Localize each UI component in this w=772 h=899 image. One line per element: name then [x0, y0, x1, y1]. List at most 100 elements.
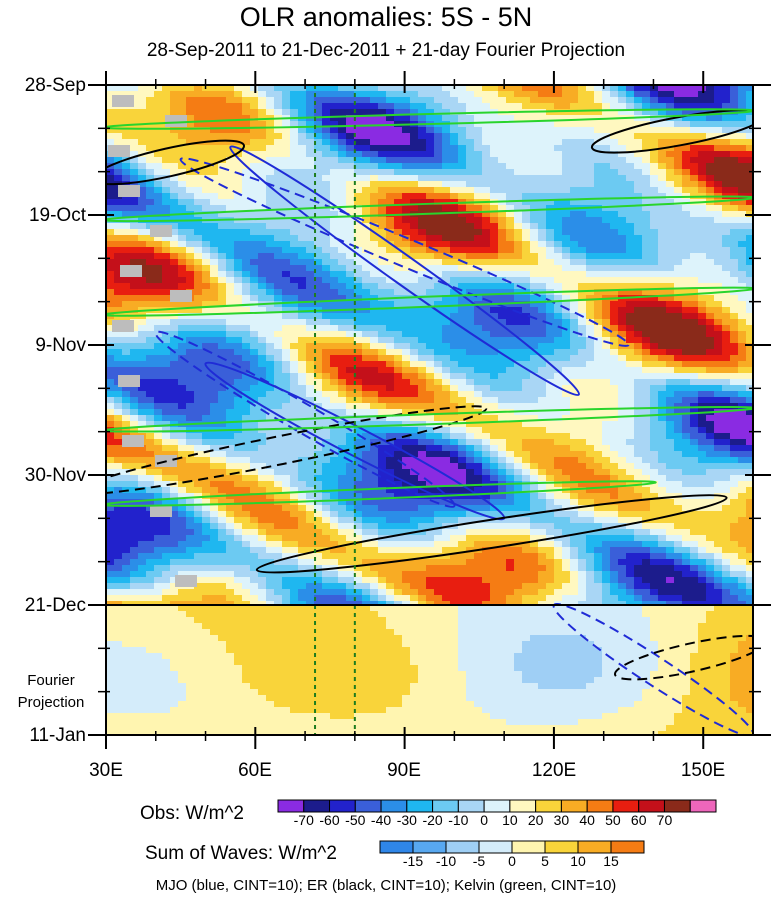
heat-cell: [330, 187, 339, 194]
heat-cell: [650, 121, 659, 128]
heat-cell: [146, 409, 155, 416]
heat-cell: [410, 217, 419, 224]
heat-cell: [714, 121, 723, 128]
heat-cell: [434, 325, 443, 332]
heat-cell: [458, 169, 467, 176]
heat-cell: [450, 151, 459, 158]
heat-cell: [290, 379, 299, 386]
heat-cell: [530, 247, 539, 254]
heat-cell: [730, 421, 739, 428]
heat-cell: [498, 415, 507, 422]
heat-cell: [314, 319, 323, 326]
heat-cell: [298, 157, 307, 164]
heat-cell: [458, 343, 467, 350]
heat-cell: [186, 271, 195, 278]
heat-cell: [562, 319, 571, 326]
heat-cell: [658, 277, 667, 284]
heat-cell: [706, 97, 715, 104]
heat-cell: [378, 133, 387, 140]
heat-cell: [226, 157, 235, 164]
heat-cell: [530, 313, 539, 320]
heat-cell: [634, 421, 643, 428]
heat-cell: [714, 313, 723, 320]
heat-cell: [594, 301, 603, 308]
heat-cell: [330, 403, 339, 410]
heat-cell: [538, 139, 547, 146]
heat-cell: [378, 433, 387, 440]
heat-cell: [522, 223, 531, 230]
heat-cell: [514, 253, 523, 260]
heat-cell: [482, 385, 491, 392]
heat-cell: [586, 151, 595, 158]
heat-cell: [322, 385, 331, 392]
heat-cell: [330, 103, 339, 110]
heat-cell: [378, 103, 387, 110]
heat-cell: [458, 289, 467, 296]
heat-cell: [194, 127, 203, 134]
heat-cell: [154, 187, 163, 194]
heat-cell: [242, 445, 251, 452]
heat-cell: [130, 295, 139, 302]
heat-cell: [162, 181, 171, 188]
heat-cell: [514, 403, 523, 410]
heat-cell: [554, 85, 563, 92]
heat-cell: [490, 193, 499, 200]
heat-cell: [522, 271, 531, 278]
heat-cell: [306, 85, 315, 92]
heat-cell: [266, 265, 275, 272]
heat-cell: [450, 397, 459, 404]
heat-cell: [250, 421, 259, 428]
heat-cell: [186, 127, 195, 134]
heat-cell: [138, 223, 147, 230]
heat-cell: [642, 289, 651, 296]
heat-cell: [386, 337, 395, 344]
heat-cell: [290, 385, 299, 392]
heat-cell: [386, 301, 395, 308]
heat-cell: [578, 97, 587, 104]
heat-cell: [658, 223, 667, 230]
heat-cell: [170, 397, 179, 404]
heat-cell: [506, 307, 515, 314]
heat-cell: [538, 451, 547, 458]
heat-cell: [130, 145, 139, 152]
heat-cell: [466, 223, 475, 230]
heat-cell: [586, 169, 595, 176]
heat-cell: [450, 403, 459, 410]
heat-cell: [658, 139, 667, 146]
heat-cell: [218, 319, 227, 326]
heat-cell: [482, 187, 491, 194]
heat-cell: [266, 133, 275, 140]
heat-cell: [322, 139, 331, 146]
heat-cell: [650, 331, 659, 338]
heat-cell: [234, 157, 243, 164]
heat-cell: [666, 397, 675, 404]
heat-cell: [162, 325, 171, 332]
heat-cell: [514, 259, 523, 266]
heat-cell: [722, 199, 731, 206]
heat-cell: [170, 265, 179, 272]
heat-cell: [634, 199, 643, 206]
heat-cell: [234, 109, 243, 116]
heat-cell: [546, 445, 555, 452]
heat-cell: [626, 91, 635, 98]
heat-cell: [530, 133, 539, 140]
heat-cell: [314, 277, 323, 284]
heat-cell: [482, 277, 491, 284]
heat-cell: [234, 385, 243, 392]
heat-cell: [362, 115, 371, 122]
heat-cell: [738, 151, 747, 158]
heat-cell: [714, 277, 723, 284]
heat-cell: [514, 301, 523, 308]
heat-cell: [338, 253, 347, 260]
heat-cell: [410, 85, 419, 92]
heat-cell: [506, 175, 515, 182]
heat-cell: [746, 235, 753, 242]
heat-cell: [178, 163, 187, 170]
heat-cell: [330, 199, 339, 206]
heat-cell: [418, 199, 427, 206]
heat-cell: [650, 373, 659, 380]
heat-cell: [634, 397, 643, 404]
heat-cell: [554, 325, 563, 332]
heat-cell: [330, 451, 339, 458]
heat-cell: [394, 217, 403, 224]
